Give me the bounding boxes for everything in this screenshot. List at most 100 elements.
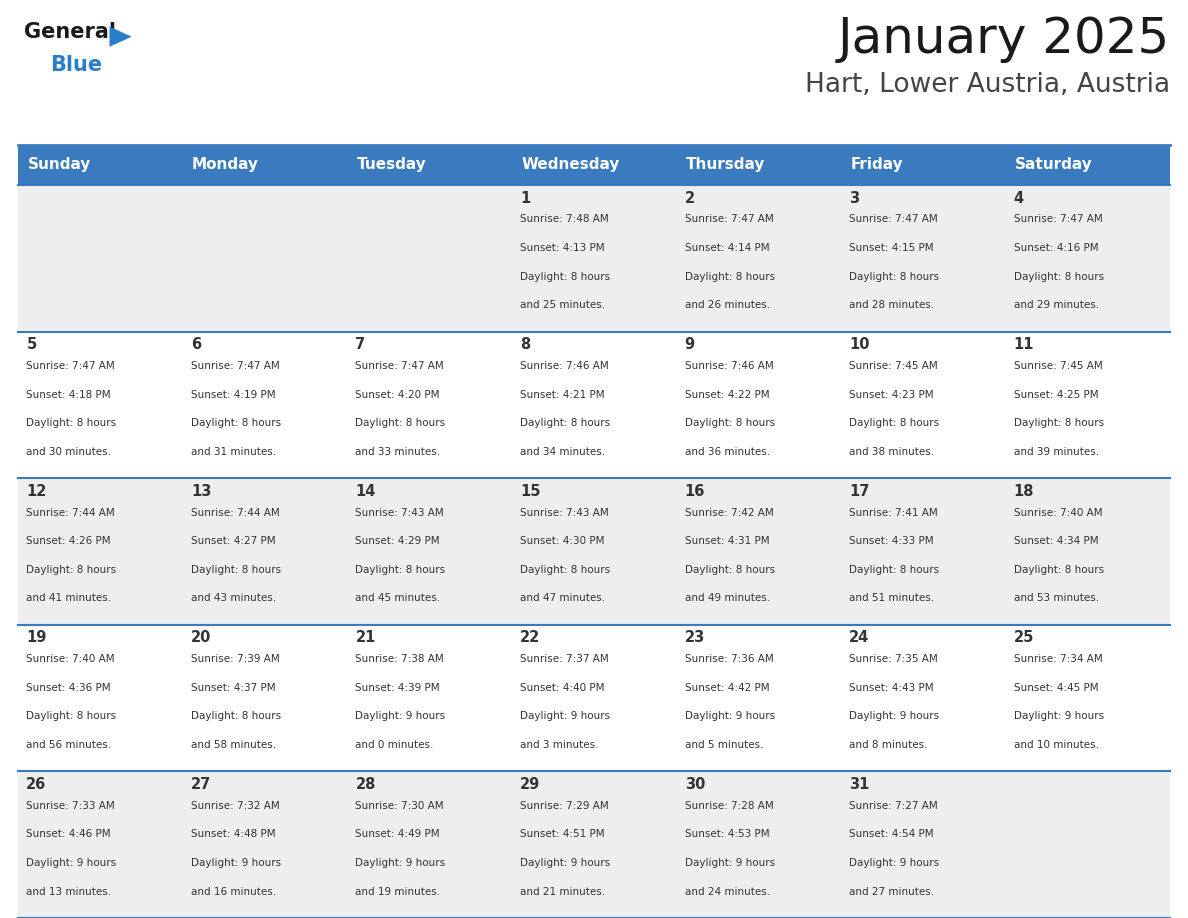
Text: Sunrise: 7:36 AM: Sunrise: 7:36 AM — [684, 655, 773, 665]
Text: 11: 11 — [1013, 337, 1035, 353]
Text: 28: 28 — [355, 777, 375, 792]
Text: Blue: Blue — [50, 55, 102, 75]
Text: Sunset: 4:46 PM: Sunset: 4:46 PM — [26, 829, 110, 839]
Text: and 38 minutes.: and 38 minutes. — [849, 447, 934, 457]
Text: 26: 26 — [26, 777, 46, 792]
Text: and 27 minutes.: and 27 minutes. — [849, 887, 934, 897]
Text: Daylight: 9 hours: Daylight: 9 hours — [849, 711, 940, 722]
Text: Daylight: 8 hours: Daylight: 8 hours — [1013, 565, 1104, 575]
Text: Sunset: 4:48 PM: Sunset: 4:48 PM — [191, 829, 276, 839]
Text: Daylight: 8 hours: Daylight: 8 hours — [684, 565, 775, 575]
Text: Daylight: 8 hours: Daylight: 8 hours — [1013, 272, 1104, 282]
Text: and 56 minutes.: and 56 minutes. — [26, 740, 112, 750]
Text: Sunset: 4:26 PM: Sunset: 4:26 PM — [26, 536, 110, 546]
Text: Daylight: 8 hours: Daylight: 8 hours — [1013, 419, 1104, 428]
Text: and 8 minutes.: and 8 minutes. — [849, 740, 928, 750]
Text: Daylight: 8 hours: Daylight: 8 hours — [191, 711, 282, 722]
Text: Sunset: 4:22 PM: Sunset: 4:22 PM — [684, 389, 769, 399]
Text: Daylight: 9 hours: Daylight: 9 hours — [26, 858, 116, 868]
Text: Sunrise: 7:37 AM: Sunrise: 7:37 AM — [520, 655, 608, 665]
Text: Tuesday: Tuesday — [356, 158, 426, 173]
Text: Sunset: 4:25 PM: Sunset: 4:25 PM — [1013, 389, 1099, 399]
Text: and 24 minutes.: and 24 minutes. — [684, 887, 770, 897]
Text: and 45 minutes.: and 45 minutes. — [355, 593, 441, 603]
Text: Sunset: 4:14 PM: Sunset: 4:14 PM — [684, 243, 769, 253]
Text: 20: 20 — [191, 631, 211, 645]
Text: Monday: Monday — [192, 158, 259, 173]
Text: Daylight: 8 hours: Daylight: 8 hours — [191, 565, 282, 575]
Text: and 34 minutes.: and 34 minutes. — [520, 447, 605, 457]
Text: January 2025: January 2025 — [838, 15, 1170, 63]
Text: Daylight: 9 hours: Daylight: 9 hours — [355, 711, 446, 722]
Text: and 10 minutes.: and 10 minutes. — [1013, 740, 1099, 750]
Text: 16: 16 — [684, 484, 704, 498]
Text: Wednesday: Wednesday — [522, 158, 620, 173]
Text: and 26 minutes.: and 26 minutes. — [684, 300, 770, 310]
Text: Sunset: 4:31 PM: Sunset: 4:31 PM — [684, 536, 769, 546]
Text: and 19 minutes.: and 19 minutes. — [355, 887, 441, 897]
Text: Daylight: 8 hours: Daylight: 8 hours — [520, 272, 611, 282]
Text: Daylight: 8 hours: Daylight: 8 hours — [520, 565, 611, 575]
Text: Sunrise: 7:47 AM: Sunrise: 7:47 AM — [1013, 215, 1102, 224]
Text: Sunrise: 7:40 AM: Sunrise: 7:40 AM — [1013, 508, 1102, 518]
Text: Daylight: 8 hours: Daylight: 8 hours — [355, 419, 446, 428]
Text: Sunrise: 7:43 AM: Sunrise: 7:43 AM — [520, 508, 608, 518]
Text: 21: 21 — [355, 631, 375, 645]
Text: 6: 6 — [191, 337, 201, 353]
Text: and 3 minutes.: and 3 minutes. — [520, 740, 599, 750]
Text: and 28 minutes.: and 28 minutes. — [849, 300, 934, 310]
Text: Sunrise: 7:41 AM: Sunrise: 7:41 AM — [849, 508, 937, 518]
Text: Sunrise: 7:43 AM: Sunrise: 7:43 AM — [355, 508, 444, 518]
Text: 27: 27 — [191, 777, 211, 792]
Text: Daylight: 9 hours: Daylight: 9 hours — [1013, 711, 1104, 722]
Text: Sunrise: 7:39 AM: Sunrise: 7:39 AM — [191, 655, 279, 665]
Text: Sunset: 4:30 PM: Sunset: 4:30 PM — [520, 536, 605, 546]
Text: General: General — [24, 22, 116, 42]
Text: Sunrise: 7:47 AM: Sunrise: 7:47 AM — [355, 361, 444, 371]
Text: 25: 25 — [1013, 631, 1034, 645]
Text: Sunrise: 7:45 AM: Sunrise: 7:45 AM — [1013, 361, 1102, 371]
Text: Sunset: 4:29 PM: Sunset: 4:29 PM — [355, 536, 440, 546]
Text: Hart, Lower Austria, Austria: Hart, Lower Austria, Austria — [805, 72, 1170, 98]
Text: 22: 22 — [520, 631, 541, 645]
Text: Daylight: 9 hours: Daylight: 9 hours — [355, 858, 446, 868]
Text: Daylight: 8 hours: Daylight: 8 hours — [684, 272, 775, 282]
Text: and 30 minutes.: and 30 minutes. — [26, 447, 112, 457]
Text: 30: 30 — [684, 777, 704, 792]
Text: Sunrise: 7:46 AM: Sunrise: 7:46 AM — [684, 361, 773, 371]
Text: and 33 minutes.: and 33 minutes. — [355, 447, 441, 457]
Text: Sunset: 4:13 PM: Sunset: 4:13 PM — [520, 243, 605, 253]
Text: Sunset: 4:27 PM: Sunset: 4:27 PM — [191, 536, 276, 546]
Text: Daylight: 8 hours: Daylight: 8 hours — [355, 565, 446, 575]
Text: Sunset: 4:15 PM: Sunset: 4:15 PM — [849, 243, 934, 253]
Text: and 13 minutes.: and 13 minutes. — [26, 887, 112, 897]
Text: Sunrise: 7:30 AM: Sunrise: 7:30 AM — [355, 800, 444, 811]
Text: Sunrise: 7:27 AM: Sunrise: 7:27 AM — [849, 800, 937, 811]
Bar — [18, 625, 1170, 771]
Text: 19: 19 — [26, 631, 46, 645]
Text: and 31 minutes.: and 31 minutes. — [191, 447, 276, 457]
Text: and 58 minutes.: and 58 minutes. — [191, 740, 276, 750]
Text: and 29 minutes.: and 29 minutes. — [1013, 300, 1099, 310]
Text: and 0 minutes.: and 0 minutes. — [355, 740, 434, 750]
Text: Sunrise: 7:44 AM: Sunrise: 7:44 AM — [26, 508, 115, 518]
Text: and 36 minutes.: and 36 minutes. — [684, 447, 770, 457]
Text: Sunset: 4:53 PM: Sunset: 4:53 PM — [684, 829, 769, 839]
Text: 7: 7 — [355, 337, 366, 353]
Text: 12: 12 — [26, 484, 46, 498]
Text: and 51 minutes.: and 51 minutes. — [849, 593, 934, 603]
Text: Sunrise: 7:40 AM: Sunrise: 7:40 AM — [26, 655, 115, 665]
Text: 17: 17 — [849, 484, 870, 498]
Text: 9: 9 — [684, 337, 695, 353]
Text: Daylight: 8 hours: Daylight: 8 hours — [849, 272, 940, 282]
Text: 15: 15 — [520, 484, 541, 498]
Text: 13: 13 — [191, 484, 211, 498]
Text: Daylight: 9 hours: Daylight: 9 hours — [684, 711, 775, 722]
Text: Sunrise: 7:48 AM: Sunrise: 7:48 AM — [520, 215, 608, 224]
Text: Daylight: 9 hours: Daylight: 9 hours — [520, 858, 611, 868]
Text: Daylight: 8 hours: Daylight: 8 hours — [191, 419, 282, 428]
Text: Sunrise: 7:47 AM: Sunrise: 7:47 AM — [26, 361, 115, 371]
Text: and 16 minutes.: and 16 minutes. — [191, 887, 276, 897]
Text: Sunrise: 7:44 AM: Sunrise: 7:44 AM — [191, 508, 279, 518]
Polygon shape — [109, 27, 132, 47]
